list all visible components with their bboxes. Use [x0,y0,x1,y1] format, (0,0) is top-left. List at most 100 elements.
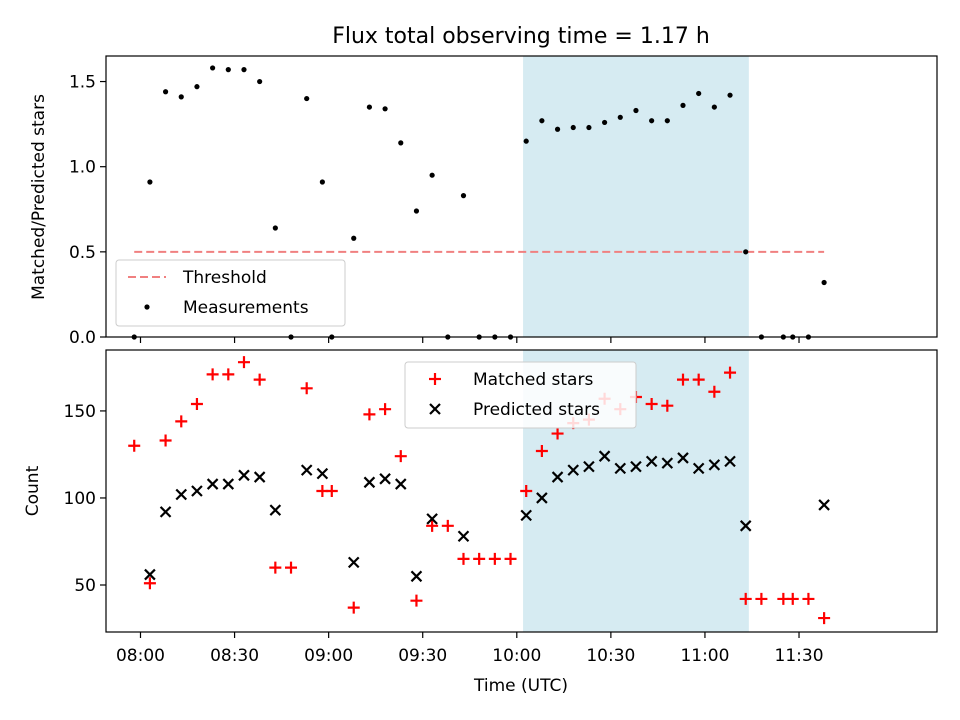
predicted-star-point [410,570,423,583]
threshold-legend-label: Threshold [182,268,267,288]
matched-legend-label: Matched stars [473,370,593,390]
predicted-star-point [551,471,564,483]
measurement-point [554,126,561,132]
y-tick-label: 0.0 [69,328,96,348]
measurement-point [304,95,310,102]
matched-star-point [441,519,454,532]
predicted-star-point [724,455,736,468]
matched-star-point [488,552,501,565]
matched-star-point [285,561,298,574]
predicted-star-point [253,471,266,483]
measurement-point [194,84,200,90]
matched-star-point [645,397,658,410]
predicted-star-point [363,476,376,489]
top-panel: 0.0 0.5 1.0 1.5 Matched/Predicted stars Thr… [29,55,938,348]
measurement-point [398,140,404,146]
measurement-legend-label: Measurements [183,298,309,318]
x-tick-label: 11:00 [680,646,729,666]
matched-star-point [473,552,486,565]
predicted-star-point [645,455,658,468]
matched-star-point [253,373,266,386]
measurement-point [178,94,184,100]
bottom-panel: 50 100 150 08:00 08:30 09:00 09:30 10:00 10:30 1… [23,349,938,696]
matched-star-point [190,397,203,410]
predicted-star-point [379,473,391,485]
measurement-point [382,106,388,112]
measurement-point [523,138,529,144]
measurement-point [727,92,733,98]
measurement-point [460,193,467,199]
matched-star-point [755,592,768,605]
predicted-star-point [661,457,674,469]
bottom-y-ticks: 50 100 150 [64,402,106,596]
measurement-point [413,208,420,214]
measurement-point [257,78,263,85]
measurement-point [649,118,655,124]
matched-legend-icon [429,373,441,385]
matched-star-point [237,356,250,369]
x-axis-label: Time (UTC) [473,676,568,696]
matched-star-point [325,485,338,497]
predicted-star-point [159,506,172,518]
predicted-star-point [191,485,203,497]
predicted-legend-icon [429,403,441,415]
bottom-axes-frame [105,349,938,633]
predicted-star-point [708,459,721,471]
measurement-point [570,124,576,131]
x-tick-label: 10:00 [492,646,541,666]
predicted-star-point [583,460,595,473]
predicted-star-point [222,478,235,490]
predicted-star-point [677,452,689,464]
predicted-legend-label: Predicted stars [473,400,600,420]
predicted-star-point [316,467,329,480]
matched-star-point [692,373,705,386]
matched-star-point [379,403,392,416]
bottom-y-axis-label: Count [23,465,43,516]
measurement-point [617,114,623,120]
matched-star-point [708,385,721,398]
matched-star-point [786,592,799,605]
matched-star-point [520,485,533,497]
measurement-point [147,179,153,185]
x-tick-label: 08:00 [116,646,165,666]
measurement-point [366,104,373,110]
measurement-point [210,65,216,71]
top-legend: Threshold Measurements [115,259,346,327]
x-tick-label: 09:30 [398,646,447,666]
bottom-legend: Matched stars Predicted stars [404,361,637,429]
chart-title: Flux total observing time = 1.17 h [332,24,710,49]
measurement-point [664,118,670,124]
matched-star-point [363,408,376,421]
matched-star-point [739,592,752,605]
measurement-point [586,124,592,131]
matched-star-point [159,434,172,447]
top-x-ticks [139,337,800,343]
x-tick-label: 11:30 [775,646,824,666]
matched-star-point [504,552,517,565]
measurement-point [241,67,247,73]
y-tick-label: 1.0 [69,158,96,178]
measurement-point [539,118,545,124]
predicted-star-point [238,469,250,482]
predicted-star-point [269,504,282,516]
predicted-star-point [206,478,219,490]
matched-star-point [143,577,156,590]
y-tick-label: 0.5 [69,243,96,263]
matched-star-point [347,601,360,614]
matched-star-point [802,592,815,605]
y-tick-label: 150 [64,402,96,422]
matched-star-point [535,444,548,457]
y-tick-label: 100 [64,489,96,509]
matched-star-point [676,373,689,386]
predicted-star-point [520,509,532,522]
measurement-point [162,89,169,95]
predicted-star-point [536,492,548,504]
predicted-star-point [692,462,705,475]
top-y-ticks: 0.0 0.5 1.0 1.5 [69,73,106,348]
measurement-point [711,104,717,110]
matched-star-point [410,594,423,607]
measurement-point [225,67,231,73]
matched-star-point [724,366,737,379]
measurement-point [696,90,702,97]
